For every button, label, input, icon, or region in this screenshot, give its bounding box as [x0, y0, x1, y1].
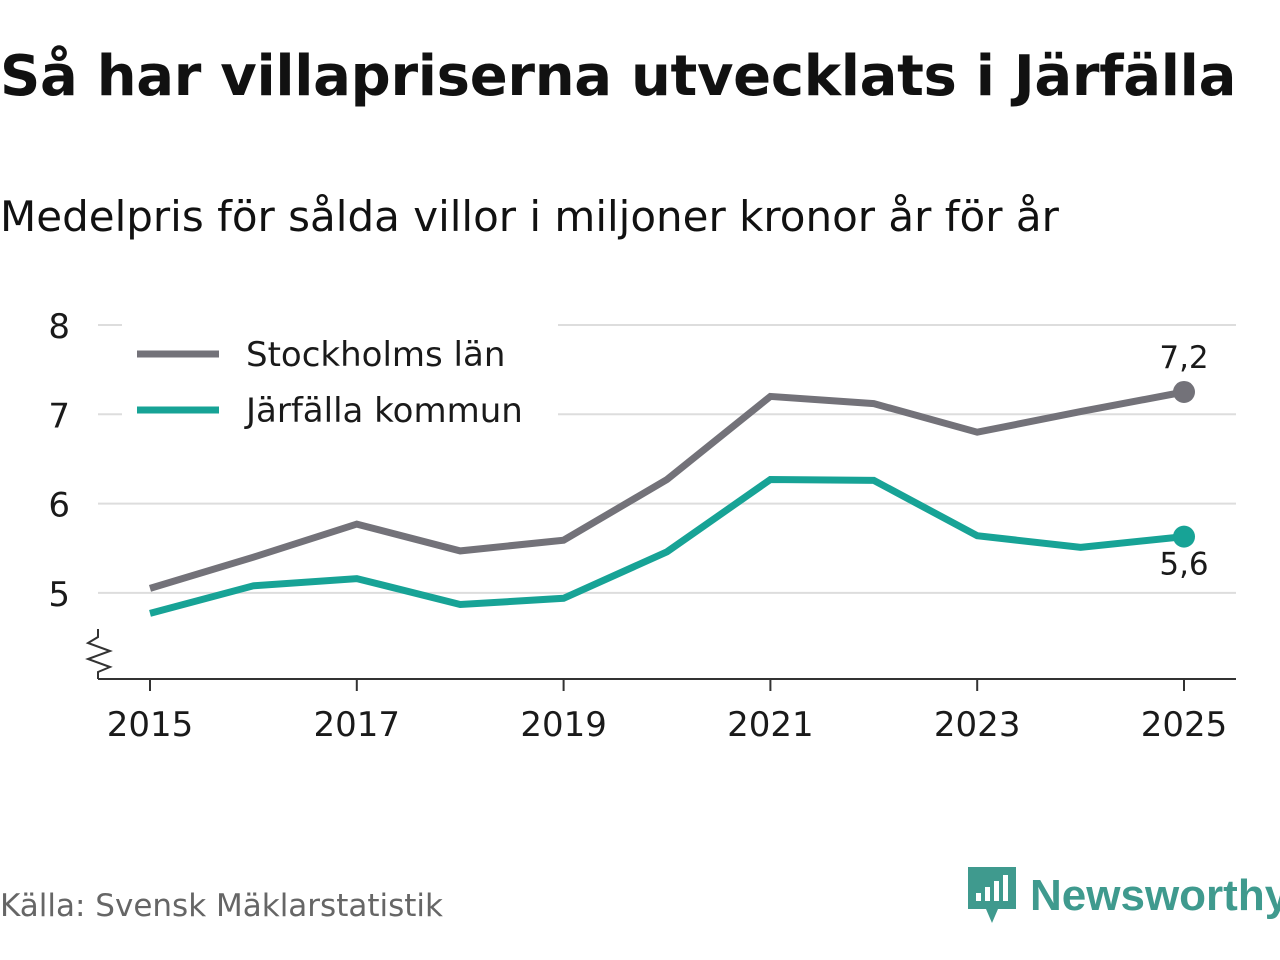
end-value-label-1: 5,6 [1159, 547, 1208, 583]
chart-subtitle: Medelpris för sålda villor i miljoner kr… [0, 192, 1059, 241]
x-tick-label-2019: 2019 [520, 705, 607, 745]
line-chart: 5 6 7 8 2015 2017 2019 2021 2023 2025 Stockholms … [48, 307, 1236, 745]
newsworthy-logo-icon [968, 867, 1016, 923]
x-tick-label-2017: 2017 [314, 705, 401, 745]
series-end-point-0 [1173, 380, 1195, 403]
y-tick-label-6: 6 [48, 486, 70, 526]
newsworthy-brand: Newsworthy [966, 864, 1280, 928]
axis-break-icon [85, 629, 113, 679]
data-labels: 7,2 5,6 [1159, 340, 1208, 583]
x-tick-label-2023: 2023 [934, 705, 1021, 745]
axes: 5 6 7 8 2015 2017 2019 2021 2023 2025 [48, 307, 1236, 745]
legend-label-0: Stockholms län [246, 335, 505, 375]
x-tick-label-2015: 2015 [107, 705, 194, 745]
x-tick-label-2025: 2025 [1141, 705, 1228, 745]
brand-name: Newsworthy [1030, 871, 1280, 920]
series-lines [148, 380, 1195, 617]
legend-label-1: Järfälla kommun [244, 391, 523, 431]
y-tick-label-7: 7 [48, 396, 70, 436]
y-tick-label-5: 5 [48, 575, 70, 615]
x-tick-label-2021: 2021 [727, 705, 814, 745]
legend: Stockholms län Järfälla kommun [122, 324, 558, 440]
source-note: Källa: Svensk Mäklarstatistik [0, 888, 443, 924]
series-end-point-1 [1173, 525, 1195, 548]
series-line-0 [148, 388, 1185, 592]
y-tick-label-8: 8 [48, 307, 70, 347]
chart-title: Så har villapriserna utvecklats i Järfäl… [0, 44, 1237, 109]
legend-background [122, 324, 558, 440]
series-line-1 [149, 475, 1185, 617]
end-value-label-0: 7,2 [1159, 340, 1208, 376]
